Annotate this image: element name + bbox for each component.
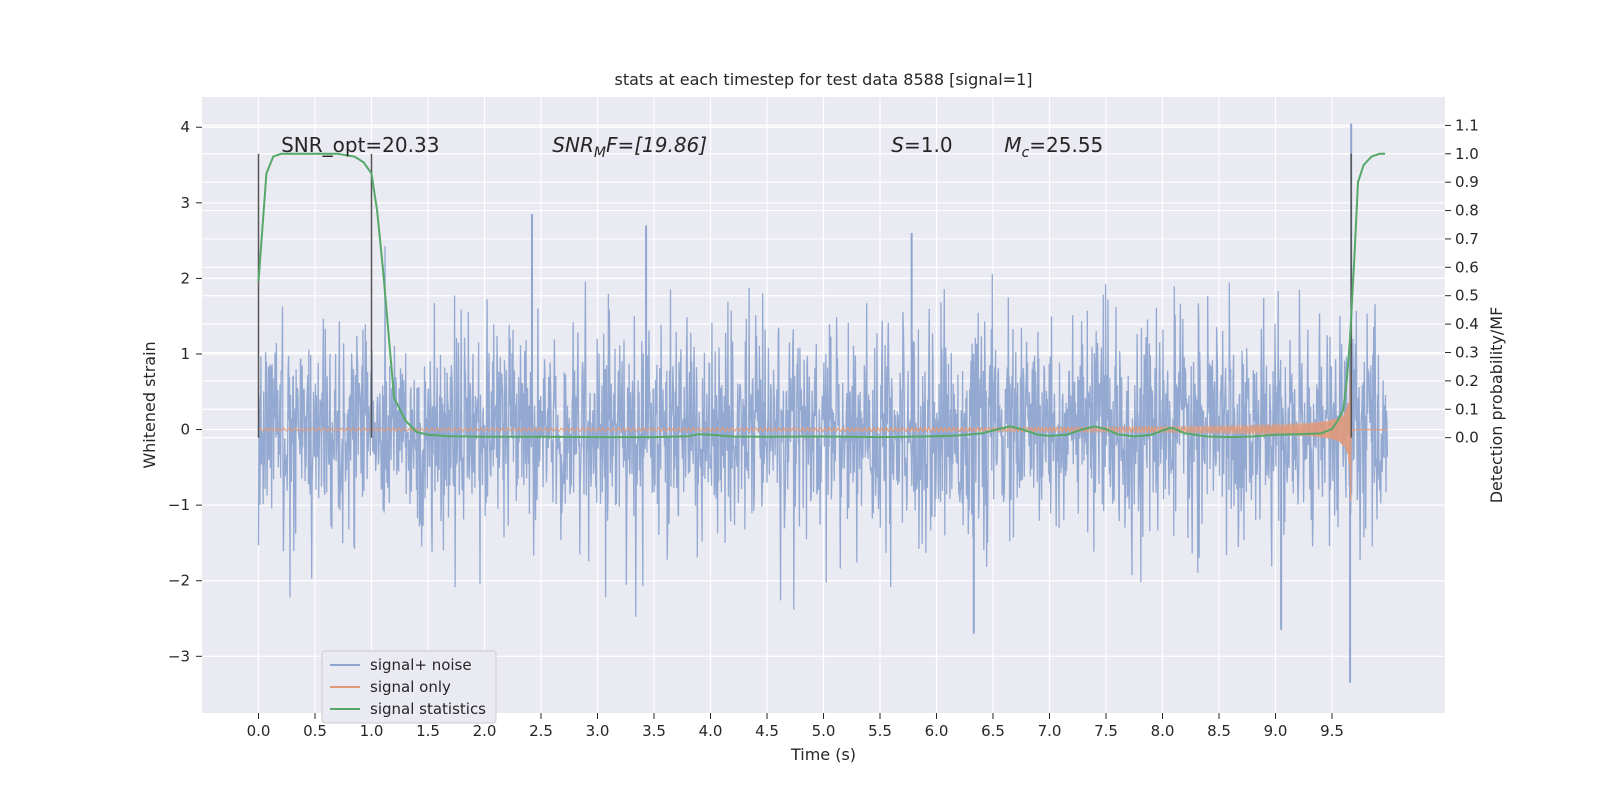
x-tick-label: 0.0 [247,722,271,740]
y-right-axis-label: Detection probability/MF [1487,307,1506,504]
y-right-tick-label: 0.5 [1455,287,1479,305]
x-tick-label: 1.0 [360,722,384,740]
x-tick-label: 3.5 [642,722,666,740]
s-value: =1.0 [904,133,953,157]
legend-items: signal+ noise signal only signal statistic… [330,656,486,718]
snr-mf-prefix: SNR [552,133,594,157]
annotation-snr-opt: SNR_opt=20.33 [281,133,439,157]
y-tick-label: 3 [180,194,190,212]
x-tick-label: 5.5 [868,722,892,740]
legend-label: signal statistics [370,700,486,718]
signal-trace [258,369,1388,502]
y-right-axis-ticks: 0.0 0.1 0.2 0.3 0.4 0.5 0.6 0.7 0.8 0.9 1.0 1.1 [1445,116,1479,447]
annotation-snr-mf: SNRMF=[19.86] [552,133,707,161]
y-right-tick-label: 0.3 [1455,343,1479,361]
noise-trace [257,246,1389,617]
vertical-markers [257,153,1352,438]
mc-symbol: M [1004,133,1021,157]
legend: signal+ noise signal only signal statistic… [321,650,497,724]
x-tick-label: 8.5 [1207,722,1231,740]
y-right-tick-label: 0.4 [1455,315,1479,333]
chart-title: stats at each timestep for test data 858… [614,70,1032,89]
snr-mf-subscript: M [594,145,606,161]
y-tick-label: −3 [168,647,190,665]
annotation-mc: Mc=25.55 [1004,133,1103,161]
y-right-tick-label: 0.1 [1455,400,1479,418]
mc-value: =25.55 [1029,133,1103,157]
y-axis-label: Whitened strain [140,341,159,468]
stats-line [257,152,1386,439]
x-tick-label: 5.0 [812,722,836,740]
x-axis-ticks: 0.0 0.5 1.0 1.5 2.0 2.5 3.0 3.5 4.0 4.5 5.0 5.5 6.0 6… [247,713,1344,740]
snr-mf-suffix: F=[19.86] [606,133,707,157]
legend-label: signal only [370,678,451,696]
legend-box [321,650,497,724]
series-signal-only [258,369,1388,502]
y-right-tick-label: 0.2 [1455,372,1479,390]
annotation-s: S=1.0 [891,133,952,157]
x-tick-label: 8.0 [1151,722,1175,740]
x-tick-label: 3.0 [586,722,610,740]
x-tick-label: 6.0 [925,722,949,740]
x-tick-label: 9.5 [1320,722,1344,740]
y-tick-label: −2 [168,572,190,590]
x-tick-label: 1.5 [416,722,440,740]
y-tick-label: −1 [168,496,190,514]
x-tick-label: 7.0 [1038,722,1062,740]
y-tick-label: 4 [180,118,190,136]
legend-label: signal+ noise [370,656,472,674]
y-tick-label: 1 [180,345,190,363]
y-tick-label: 0 [180,421,190,439]
y-axis-ticks: −3 −2 −1 0 1 2 3 4 [168,118,202,665]
s-symbol: S [891,133,904,157]
x-tick-label: 4.5 [755,722,779,740]
y-right-tick-label: 0.8 [1455,202,1479,220]
series-signal-statistics [257,152,1386,439]
x-tick-label: 2.5 [529,722,553,740]
x-tick-label: 2.0 [473,722,497,740]
y-right-tick-label: 0.9 [1455,173,1479,191]
y-right-tick-label: 0.7 [1455,230,1479,248]
y-right-tick-label: 1.1 [1455,116,1479,134]
y-tick-label: 2 [180,269,190,287]
y-right-tick-label: 1.0 [1455,145,1479,163]
y-right-tick-label: 0.0 [1455,429,1479,447]
x-axis-label: Time (s) [790,745,856,764]
x-tick-label: 7.5 [1094,722,1118,740]
x-tick-label: 9.0 [1264,722,1288,740]
y-right-tick-label: 0.6 [1455,258,1479,276]
x-tick-label: 4.0 [699,722,723,740]
mc-subscript: c [1022,145,1030,161]
x-tick-label: 6.5 [981,722,1005,740]
x-tick-label: 0.5 [303,722,327,740]
